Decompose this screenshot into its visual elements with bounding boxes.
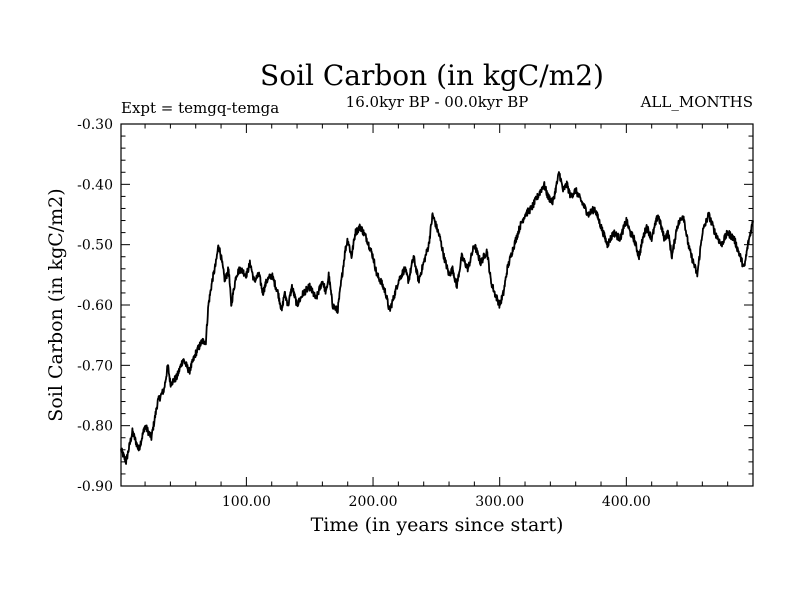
soil-carbon-line (120, 171, 754, 465)
x-axis-tick-labels: 100.00 200.00 300.00 400.00 (222, 494, 651, 510)
x-tick-label: 300.00 (475, 494, 524, 510)
y-tick-label: -0.90 (77, 479, 113, 495)
months-label: ALL_MONTHS (640, 93, 753, 111)
x-axis-ticks (144, 124, 754, 486)
y-tick-label: -0.70 (77, 358, 113, 374)
x-tick-label: 400.00 (602, 494, 651, 510)
x-axis-label: Time (in years since start) (311, 514, 564, 536)
x-tick-label: 100.00 (222, 494, 271, 510)
y-tick-label: -0.80 (77, 419, 113, 435)
y-tick-label: -0.50 (77, 238, 113, 254)
plot-frame (120, 123, 754, 487)
time-range-label: 16.0kyr BP - 00.0kyr BP (346, 93, 529, 111)
x-tick-label: 200.00 (349, 494, 398, 510)
y-tick-label: -0.30 (77, 117, 113, 133)
y-axis-ticks (121, 123, 753, 487)
experiment-label: Expt = temgq-temga (121, 99, 279, 117)
chart-title: Soil Carbon (in kgC/m2) (260, 59, 604, 92)
y-axis-label: Soil Carbon (in kgC/m2) (45, 188, 67, 421)
y-tick-label: -0.40 (77, 177, 113, 193)
y-axis-tick-labels: -0.90 -0.80 -0.70 -0.60 -0.50 -0.40 -0.30 (77, 117, 113, 495)
y-tick-label: -0.60 (77, 298, 113, 314)
